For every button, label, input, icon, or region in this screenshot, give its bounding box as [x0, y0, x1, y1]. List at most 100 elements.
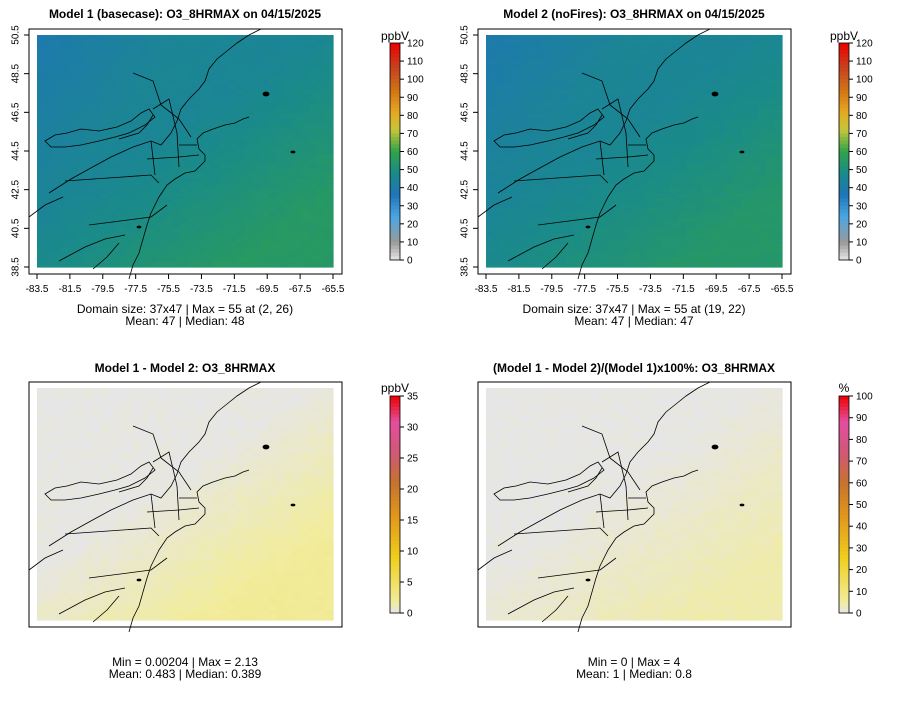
grid-cell: [245, 447, 254, 453]
grid-cell: [189, 600, 198, 606]
grid-cell: [486, 223, 495, 229]
grid-cell: [117, 168, 126, 174]
grid-cell: [766, 232, 775, 238]
grid-cell: [718, 119, 727, 125]
grid-cell: [221, 188, 230, 194]
grid-cell: [614, 198, 623, 204]
grid-cell: [61, 437, 70, 443]
grid-cell: [654, 213, 663, 219]
grid-cell: [742, 262, 751, 268]
grid-cell: [534, 232, 543, 238]
grid-cell: [614, 70, 623, 76]
grid-cell: [646, 139, 655, 145]
grid-cell: [101, 89, 110, 95]
grid-cell: [317, 94, 326, 100]
grid-cell: [526, 193, 535, 199]
grid-cell: [542, 193, 551, 199]
grid-cell: [245, 242, 254, 248]
grid-cell: [542, 232, 551, 238]
grid-cell: [125, 432, 134, 438]
grid-cell: [173, 94, 182, 100]
grid-cell: [37, 213, 46, 219]
grid-cell: [269, 60, 278, 66]
grid-cell: [189, 84, 198, 90]
grid-cell: [157, 536, 166, 542]
grid-cell: [77, 45, 86, 51]
grid-cell: [45, 551, 54, 557]
grid-cell: [718, 198, 727, 204]
grid-cell: [93, 561, 102, 567]
grid-cell: [325, 168, 334, 174]
grid-cell: [189, 158, 198, 164]
grid-cell: [237, 571, 246, 577]
grid-cell: [181, 45, 190, 51]
grid-cell: [173, 252, 182, 258]
grid-cell: [85, 442, 94, 448]
grid-cell: [61, 198, 70, 204]
grid-cell: [261, 35, 270, 41]
grid-cell: [582, 65, 591, 71]
grid-cell: [261, 104, 270, 110]
grid-cell: [694, 158, 703, 164]
grid-cell: [678, 149, 687, 155]
grid-cell: [598, 60, 607, 66]
grid-cell: [45, 163, 54, 169]
grid-cell: [526, 60, 535, 66]
grid-cell: [197, 393, 206, 399]
grid-cell: [245, 84, 254, 90]
grid-cell: [269, 114, 278, 120]
grid-cell: [117, 109, 126, 115]
grid-cell: [734, 109, 743, 115]
x-tick-label: -83.5: [26, 284, 49, 295]
grid-cell: [309, 228, 318, 234]
grid-cell: [678, 188, 687, 194]
grid-cell: [101, 462, 110, 468]
grid-cell: [245, 45, 254, 51]
grid-cell: [173, 168, 182, 174]
grid-cell: [229, 531, 238, 537]
grid-cell: [726, 99, 735, 105]
grid-cell: [526, 94, 535, 100]
grid-cell: [534, 94, 543, 100]
grid-cell: [141, 262, 150, 268]
grid-cell: [502, 228, 511, 234]
grid-cell: [269, 232, 278, 238]
grid-cell: [109, 144, 118, 150]
grid-cell: [750, 114, 759, 120]
grid-cell: [662, 188, 671, 194]
grid-cell: [205, 541, 214, 547]
grid-cell: [606, 228, 615, 234]
grid-cell: [173, 79, 182, 85]
grid-cell: [606, 74, 615, 80]
grid-cell: [181, 561, 190, 567]
grid-cell: [261, 516, 270, 522]
grid-cell: [53, 418, 62, 424]
grid-cell: [77, 442, 86, 448]
grid-cell: [93, 114, 102, 120]
grid-cell: [85, 447, 94, 453]
grid-cell: [93, 153, 102, 159]
grid-cell: [558, 193, 567, 199]
grid-cell: [486, 262, 495, 268]
grid-cell: [774, 119, 783, 125]
grid-cell: [189, 502, 198, 508]
grid-cell: [69, 134, 78, 140]
grid-cell: [37, 262, 46, 268]
grid-cell: [37, 232, 46, 238]
grid-cell: [742, 114, 751, 120]
grid-cell: [285, 65, 294, 71]
grid-cell: [293, 252, 302, 258]
grid-cell: [101, 178, 110, 184]
grid-cell: [606, 60, 615, 66]
grid-cell: [221, 163, 230, 169]
grid-cell: [93, 556, 102, 562]
grid-cell: [205, 600, 214, 606]
grid-cell: [598, 247, 607, 253]
grid-cell: [750, 173, 759, 179]
grid-cell: [229, 104, 238, 110]
grid-cell: [758, 203, 767, 209]
grid-cell: [766, 183, 775, 189]
grid-cell: [53, 114, 62, 120]
grid-cell: [133, 50, 142, 56]
grid-cell: [213, 257, 222, 263]
